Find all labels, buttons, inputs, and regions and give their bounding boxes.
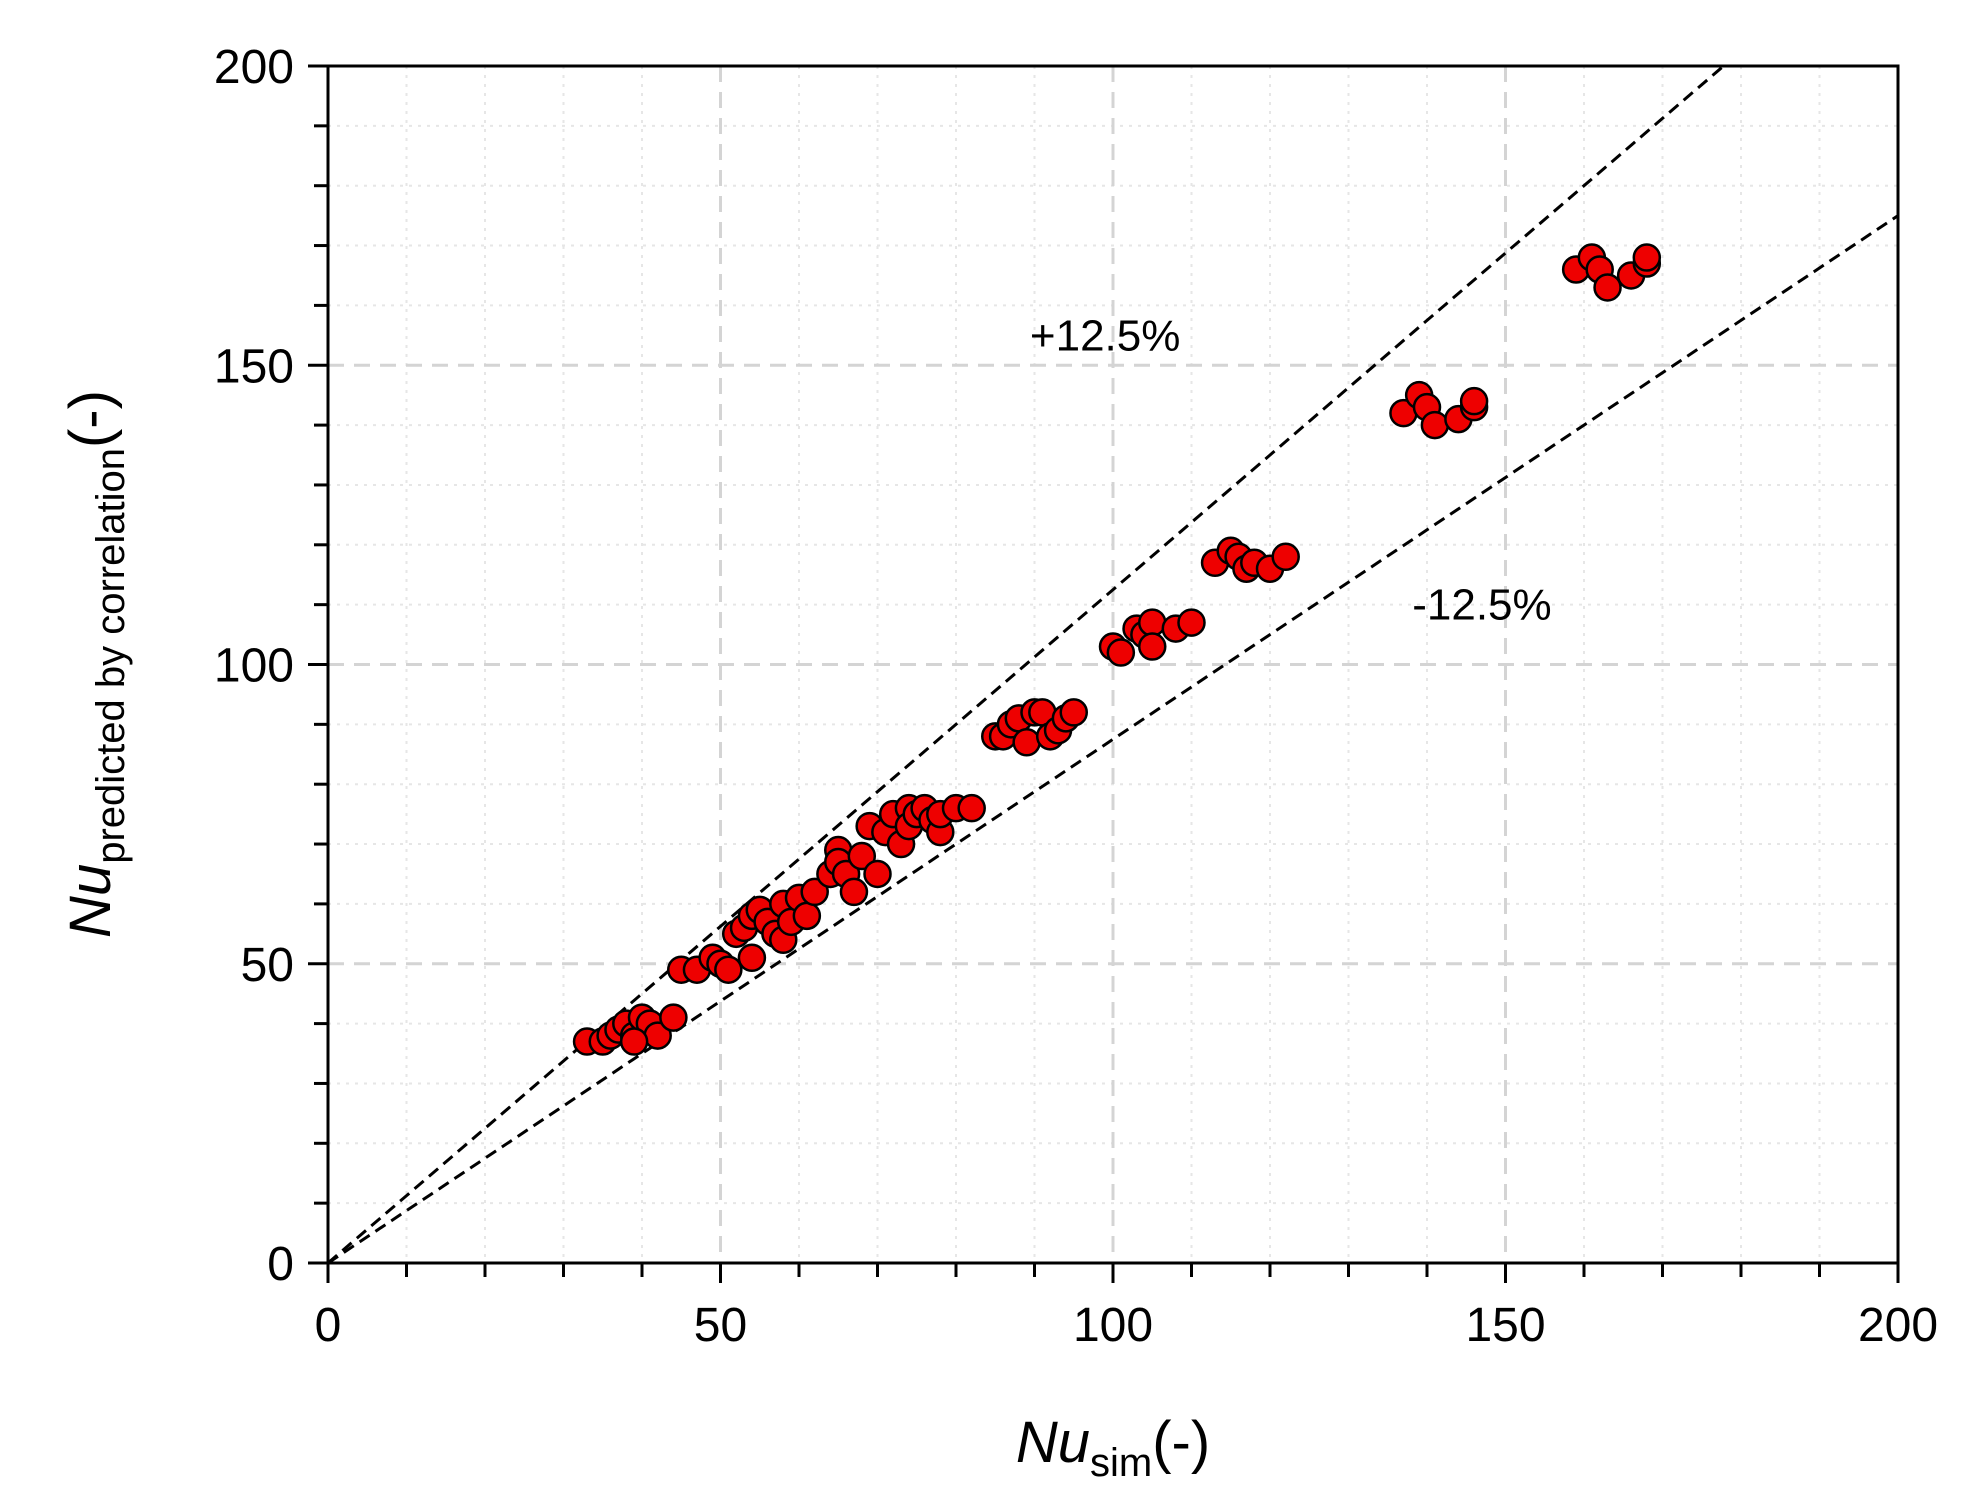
x-tick-label: 150	[1465, 1299, 1545, 1352]
data-point	[737, 943, 767, 973]
data-point	[847, 841, 877, 871]
y-tick-labels: 0 50 100 150 200	[214, 41, 294, 1291]
data-point	[800, 877, 829, 907]
data-point	[792, 901, 822, 931]
annotations: +12.5% -12.5%	[1030, 311, 1552, 629]
data-point	[1138, 632, 1167, 661]
x-axis-title-main: Nu	[1016, 1410, 1090, 1475]
y-axis-title-sub: predicted by correlation	[89, 448, 133, 864]
x-tick-label: 200	[1858, 1299, 1938, 1352]
data-point	[1420, 410, 1450, 440]
y-axis-title-main: Nu	[58, 864, 123, 938]
x-tick-label: 0	[315, 1299, 342, 1352]
data-point	[1177, 608, 1206, 637]
annotation-label: +12.5%	[1030, 311, 1180, 360]
x-axis-title-unit: (-)	[1152, 1410, 1210, 1475]
y-tick-label: 0	[267, 1238, 294, 1291]
data-point	[1593, 273, 1622, 302]
data-point	[863, 859, 892, 889]
data-point	[1271, 542, 1300, 572]
data-point	[1459, 386, 1489, 416]
data-point	[1012, 728, 1041, 757]
major-grid	[328, 66, 1898, 1263]
x-tick-label: 50	[694, 1299, 747, 1352]
data-point	[1138, 608, 1167, 637]
data-points	[572, 243, 1662, 1056]
reference-line	[327, 214, 1899, 1265]
reference-line	[327, 64, 1725, 1265]
x-tick-labels: 0 50 100 150 200	[315, 1299, 1938, 1352]
data-point	[659, 1003, 688, 1032]
axis-ticks	[308, 64, 1900, 1283]
annotation-label: -12.5%	[1412, 581, 1551, 630]
y-tick-label: 200	[214, 41, 294, 94]
data-point	[839, 877, 869, 907]
data-point	[1106, 638, 1136, 667]
data-point	[957, 793, 986, 823]
data-point	[619, 1027, 649, 1056]
data-point	[1059, 698, 1088, 727]
x-axis-title-sub: sim	[1090, 1441, 1152, 1485]
x-tick-label: 100	[1073, 1299, 1153, 1352]
y-tick-label: 100	[214, 640, 294, 693]
y-axis-title-unit: (-)	[58, 390, 123, 448]
y-tick-label: 50	[241, 939, 294, 992]
y-axis-title: Nupredicted by correlation(-)	[58, 390, 133, 938]
data-point	[714, 955, 743, 984]
y-tick-label: 150	[214, 340, 294, 393]
x-axis-title: Nusim(-)	[1016, 1410, 1210, 1485]
data-point	[1632, 243, 1662, 272]
reference-lines	[327, 64, 1899, 1265]
